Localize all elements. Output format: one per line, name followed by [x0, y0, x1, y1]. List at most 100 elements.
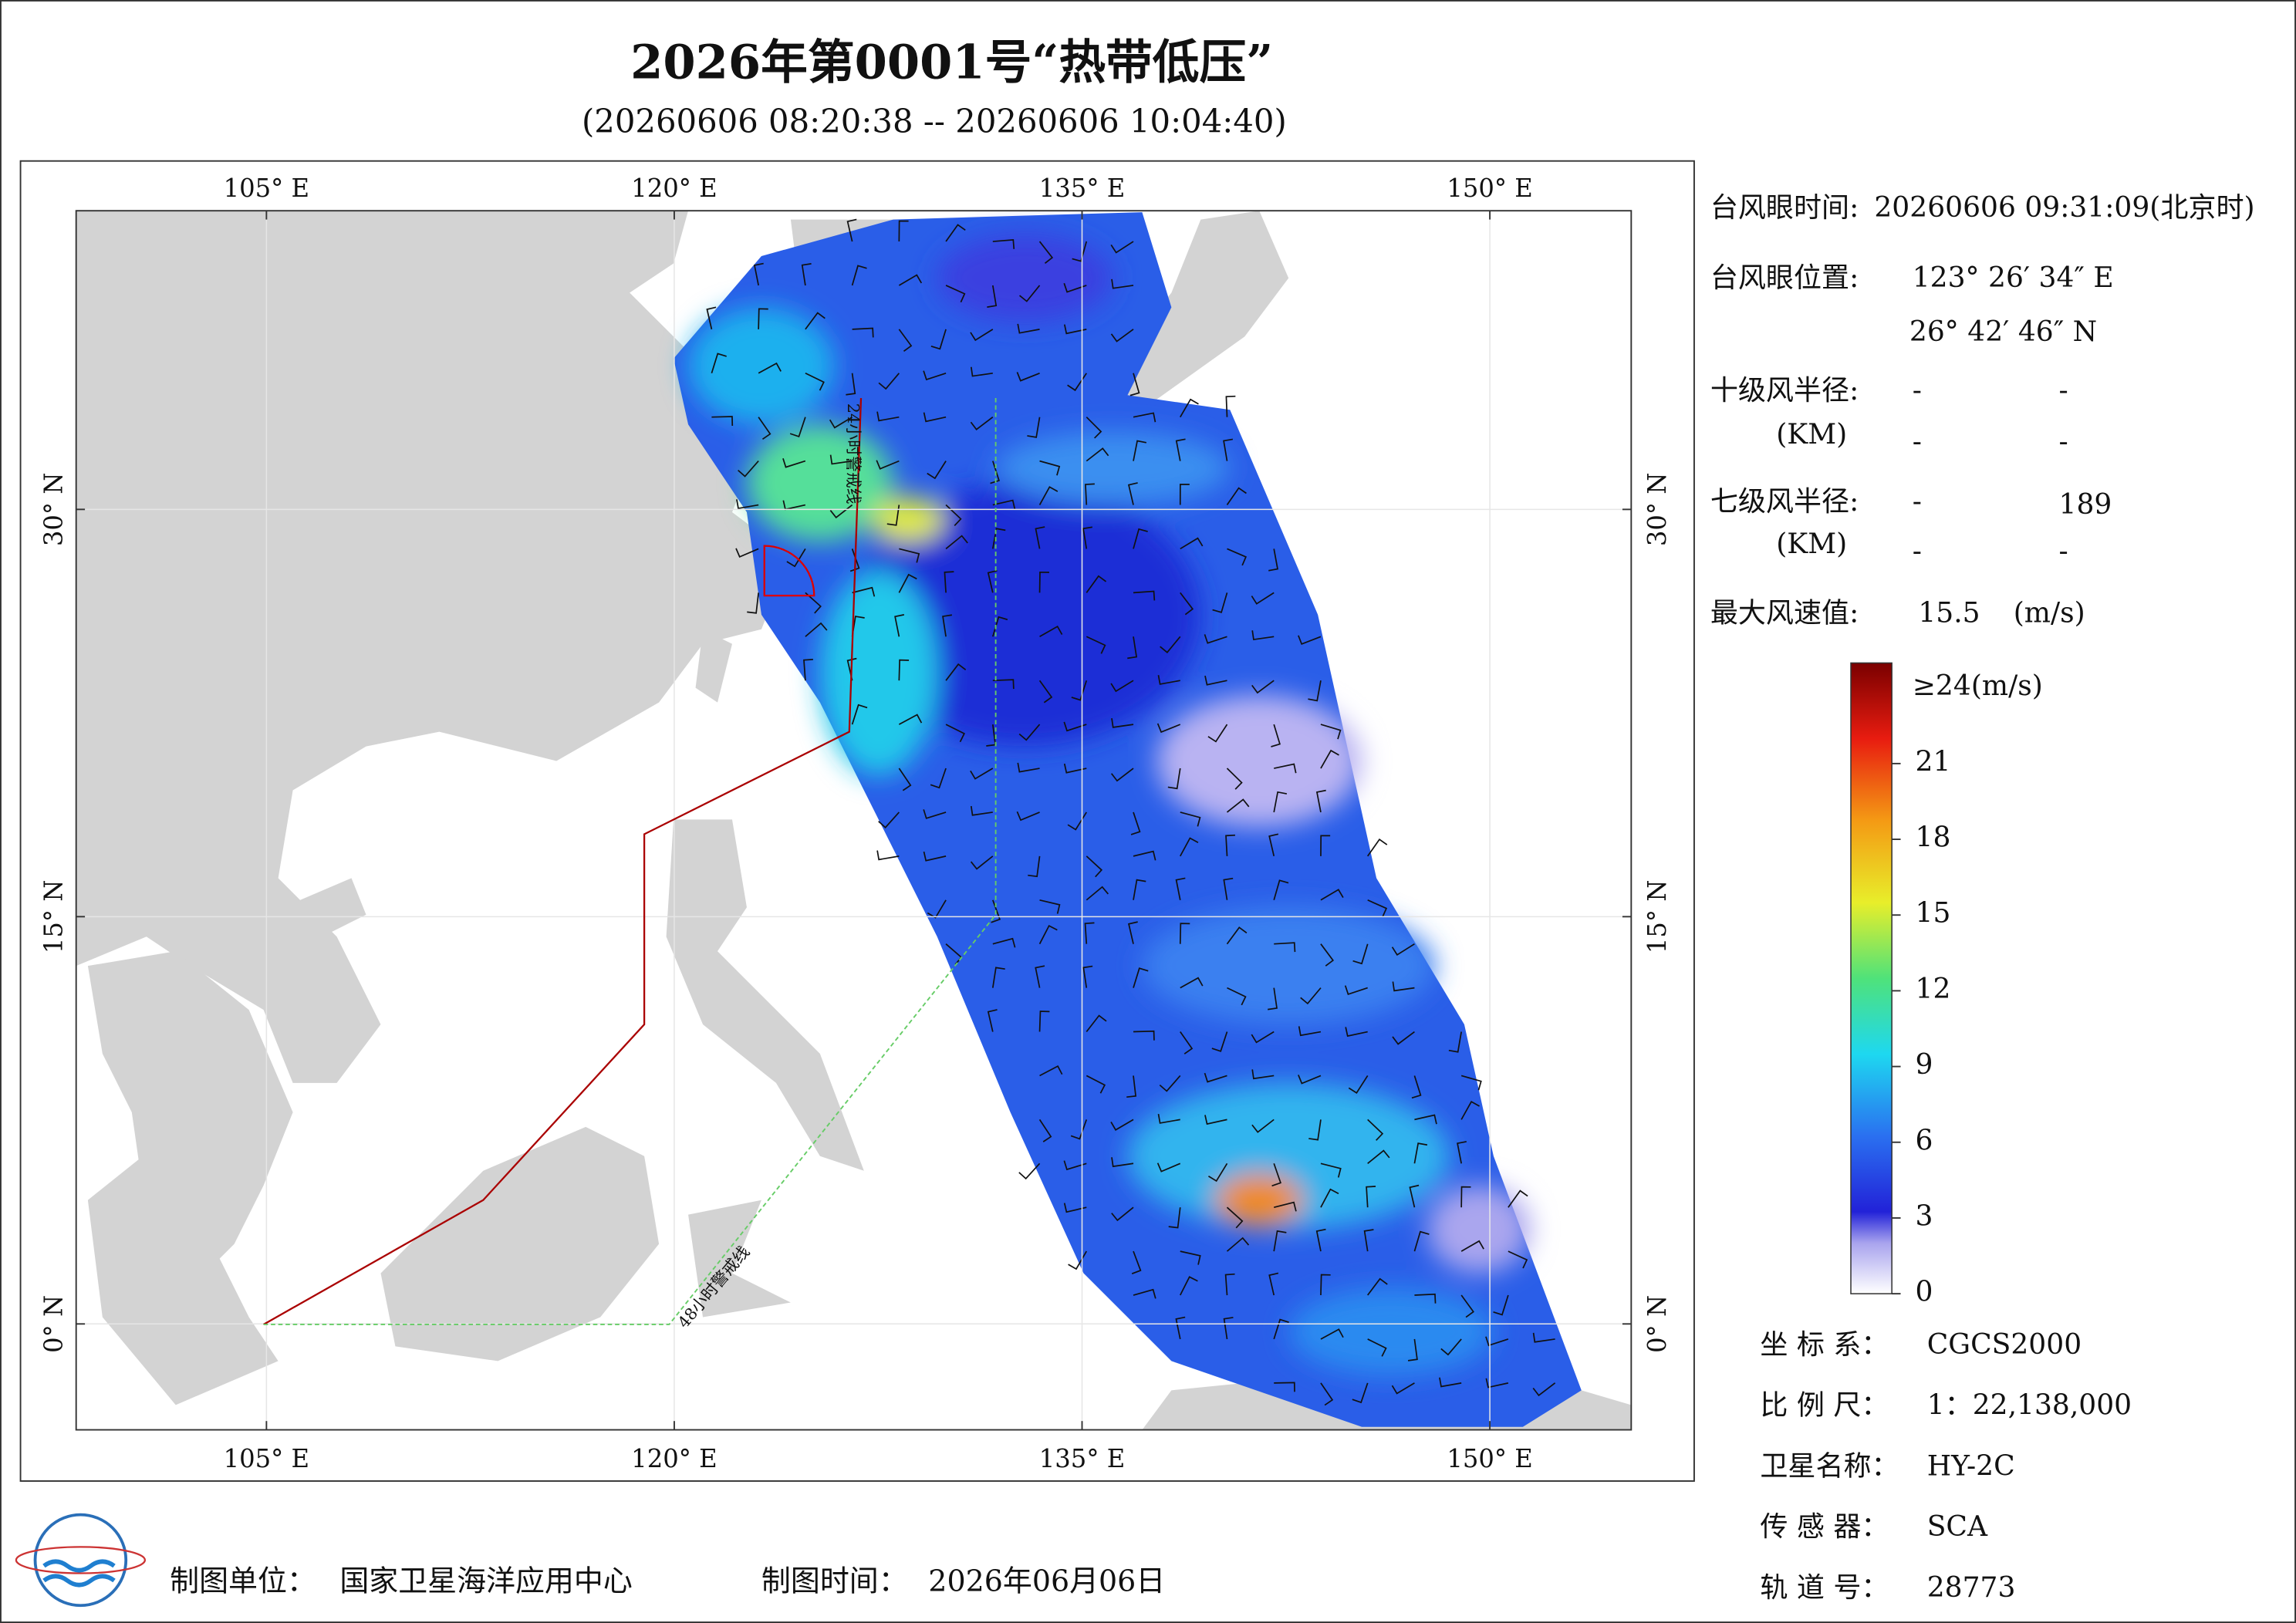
wind-barb: [1251, 1069, 1275, 1080]
wind-barb: [923, 370, 947, 381]
metadata: 坐 标 系： CGCS2000 比 例 尺： 1：22,138,000 卫星名称： HY-…: [1760, 1328, 2132, 1604]
wind-barb: [1128, 921, 1138, 944]
wind-barb: [945, 663, 967, 681]
wind-barb: [1133, 850, 1156, 861]
warning-line-48h: [263, 395, 997, 1325]
wind-barb: [923, 851, 947, 862]
wind-barb: [1223, 1317, 1234, 1340]
wind-barb: [829, 416, 853, 429]
wind-barb: [1086, 1014, 1107, 1033]
wind-barb: [1067, 812, 1088, 831]
wind-barb: [805, 312, 826, 330]
wind-barb: [1226, 1206, 1244, 1229]
wind-barb: [1274, 942, 1296, 953]
wind-barb: [786, 548, 806, 568]
meta-label: 传 感 器：: [1760, 1510, 1889, 1543]
wind-barb: [1071, 680, 1088, 701]
wind-barb: [805, 622, 828, 637]
wind-barb: [1460, 1075, 1482, 1091]
wind-barb: [1086, 447, 1109, 462]
wind-barb: [851, 704, 868, 725]
wind-barb: [945, 285, 966, 303]
wind-barb: [1320, 1274, 1331, 1296]
wind-barb: [1086, 886, 1109, 901]
wind-barb: [886, 504, 900, 526]
colorbar-label: ≥24(m/s): [1913, 670, 2043, 702]
wind-barb: [1038, 486, 1059, 505]
wind-barb: [876, 460, 900, 470]
wind-barb: [970, 805, 993, 816]
wind-barb: [1226, 926, 1248, 945]
meta-label: 轨 道 号：: [1760, 1571, 1889, 1604]
wind-barb: [1127, 482, 1138, 505]
wind-barb: [801, 263, 812, 286]
footer-value: 国家卫星海洋应用中心: [339, 1564, 632, 1598]
wind-barb: [1063, 282, 1087, 293]
wind-barb: [1271, 724, 1281, 747]
swath-patch: [1127, 1082, 1450, 1230]
swath-patch: [746, 424, 893, 542]
footer: 制图单位： 国家卫星海洋应用中心 制图时间： 2026年06月06日: [170, 1564, 1165, 1598]
x-tick-label: 135° E: [1039, 174, 1126, 203]
wind-barb: [992, 238, 1015, 249]
wind-barb: [789, 417, 806, 437]
wind-barb: [1392, 981, 1415, 992]
colorbar-label: 21: [1916, 745, 1951, 778]
wind-barb: [878, 812, 900, 828]
x-tick-label: 120° E: [631, 174, 718, 203]
wind-barb: [1226, 1237, 1250, 1252]
wind-barb: [1157, 1113, 1180, 1124]
info-unit: (KM): [1776, 418, 1847, 450]
wind-barb: [1225, 395, 1236, 417]
wind-barb: [805, 592, 822, 614]
wind-barb: [1160, 636, 1181, 653]
wind-barb: [1111, 717, 1134, 728]
wind-barb: [1273, 791, 1288, 813]
x-tick-label: 150° E: [1447, 1444, 1533, 1473]
wind-barb: [736, 499, 759, 510]
wind-barb: [945, 224, 966, 242]
wind-barb: [1180, 592, 1194, 616]
wind-barb: [1110, 241, 1134, 254]
wind-barb: [1320, 1188, 1339, 1208]
meta-value: 1：22,138,000: [1927, 1389, 2132, 1422]
wind-barb: [1226, 798, 1250, 813]
wind-barb: [1038, 924, 1058, 945]
wind-barb: [758, 308, 768, 329]
wind-barb: [1129, 373, 1140, 396]
wind-barb: [898, 329, 913, 353]
wind-barb: [1268, 548, 1278, 572]
x-tick-label: 120° E: [631, 1444, 718, 1473]
wind-barb: [945, 535, 968, 550]
wind-barb: [898, 573, 917, 593]
wind-barb: [1508, 1189, 1528, 1208]
wind-barb: [758, 362, 782, 374]
wind-barb: [1038, 571, 1049, 593]
wind-barb: [1413, 1230, 1430, 1252]
wind-barb: [1493, 1294, 1509, 1316]
wind-barb: [1320, 835, 1331, 856]
wind-barb: [1063, 324, 1087, 335]
info-value: 189: [2059, 488, 2112, 521]
info-label: 台风眼时间:: [1710, 191, 1859, 224]
wind-barb: [1175, 877, 1186, 900]
info-value: 15.5: [1918, 596, 1980, 629]
wind-barb: [876, 411, 900, 422]
info-value: 20260606 09:31:09(北京时): [1874, 191, 2254, 224]
land-sulawesi: [688, 1200, 791, 1318]
colorbar-label: 12: [1916, 973, 1951, 1005]
wind-barb: [1225, 834, 1236, 856]
swath-patch: [1142, 907, 1435, 1025]
wind-barb: [942, 614, 953, 637]
wind-barb: [970, 768, 994, 780]
wind-barb: [1271, 1162, 1281, 1187]
wind-barb: [1273, 1318, 1289, 1340]
wind-barb: [1167, 768, 1181, 790]
wind-barb: [1367, 899, 1388, 917]
wind-barb: [1035, 526, 1045, 549]
wind-barb: [1110, 768, 1134, 782]
wind-barb: [1345, 1027, 1368, 1038]
info-value: -: [1913, 485, 1922, 518]
wind-barb: [1268, 987, 1278, 1011]
wind-barb: [1223, 438, 1234, 461]
